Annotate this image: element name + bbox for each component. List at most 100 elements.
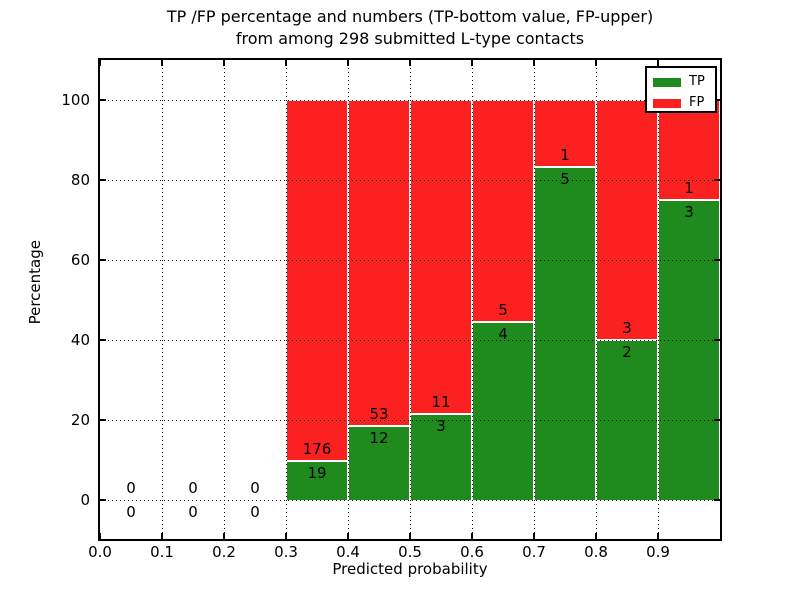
gridline-vertical — [471, 60, 473, 539]
x-tick-mark-bottom — [595, 533, 597, 539]
x-tick-mark-top — [161, 60, 163, 66]
legend-swatch-tp-icon — [653, 77, 681, 87]
tp-count-label: 19 — [307, 464, 327, 483]
bar-segment-fp — [534, 100, 596, 167]
bar-segment-fp — [286, 100, 348, 462]
gridline-vertical — [595, 60, 597, 539]
y-tick-label: 60 — [70, 251, 90, 269]
tp-count-label: 3 — [684, 203, 694, 221]
y-tick-label: 80 — [70, 171, 90, 189]
y-tick-mark-left — [100, 259, 106, 261]
fp-count-label: 1 — [560, 145, 570, 164]
bar-segment-tp — [534, 166, 596, 500]
x-tick-mark-top — [223, 60, 225, 66]
legend-label-fp: FP — [689, 95, 705, 110]
chart-title-line1: TP /FP percentage and numbers (TP-bottom… — [166, 7, 654, 26]
gridline-vertical — [347, 60, 349, 539]
gridline-vertical — [533, 60, 535, 539]
fp-count-label: 0 — [188, 479, 198, 497]
x-tick-mark-bottom — [409, 533, 411, 539]
y-tick-label: 20 — [70, 411, 90, 429]
bar-segment-tp — [410, 414, 472, 500]
bar-segment-tp — [658, 200, 720, 500]
x-axis-label: Predicted probability — [332, 560, 488, 578]
legend-label-tp: TP — [689, 74, 705, 89]
plot-area: 0 0 0 0 0 0 176 19 53 12 11 3 5 4 1 5 3 2 1 3 — [98, 58, 722, 541]
legend: TP FP — [645, 66, 717, 113]
gridline-vertical — [223, 60, 225, 539]
x-tick-mark-top — [99, 60, 101, 66]
y-tick-mark-right — [714, 259, 720, 261]
x-tick-mark-top — [471, 60, 473, 66]
fp-count-label: 11 — [431, 393, 451, 412]
bar-segment-fp — [472, 100, 534, 323]
y-tick-mark-right — [714, 179, 720, 181]
tp-count-label: 0 — [250, 503, 260, 521]
bar-segment-tp — [286, 461, 348, 500]
x-tick-label: 0.3 — [274, 543, 298, 561]
tp-count-label: 2 — [622, 343, 632, 361]
gridline-vertical — [285, 60, 287, 539]
y-tick-label: 40 — [70, 331, 90, 349]
y-tick-mark-right — [714, 419, 720, 421]
x-tick-label: 0.4 — [336, 543, 360, 561]
y-tick-mark-left — [100, 499, 106, 501]
tp-count-label: 0 — [126, 503, 136, 521]
x-tick-mark-bottom — [533, 533, 535, 539]
tp-count-label: 0 — [188, 503, 198, 521]
legend-entry-tp: TP — [653, 73, 715, 91]
y-tick-mark-left — [100, 339, 106, 341]
fp-count-label: 5 — [498, 301, 508, 320]
fp-count-label: 1 — [684, 179, 694, 197]
legend-swatch-fp-icon — [653, 98, 681, 108]
x-tick-mark-bottom — [99, 533, 101, 539]
fp-count-label: 176 — [302, 440, 332, 459]
fp-count-label: 0 — [250, 479, 260, 497]
x-tick-label: 0.0 — [88, 543, 112, 561]
bar-segment-tp — [472, 322, 534, 500]
fp-count-label: 3 — [622, 319, 632, 337]
fp-count-label: 0 — [126, 479, 136, 497]
x-tick-mark-top — [533, 60, 535, 66]
x-tick-label: 0.5 — [398, 543, 422, 561]
gridline-vertical — [161, 60, 163, 539]
y-tick-mark-left — [100, 99, 106, 101]
x-tick-mark-top — [657, 60, 659, 66]
y-tick-mark-left — [100, 419, 106, 421]
legend-entry-fp: FP — [653, 94, 715, 112]
x-tick-label: 0.6 — [460, 543, 484, 561]
x-tick-mark-top — [595, 60, 597, 66]
y-tick-mark-left — [100, 179, 106, 181]
gridline-vertical — [409, 60, 411, 539]
x-tick-mark-top — [347, 60, 349, 66]
tp-count-label: 3 — [436, 417, 446, 436]
x-tick-label: 0.1 — [150, 543, 174, 561]
x-tick-label: 0.2 — [212, 543, 236, 561]
x-tick-mark-bottom — [161, 533, 163, 539]
bar-segment-fp — [348, 100, 410, 427]
y-tick-label: 0 — [80, 491, 90, 509]
y-tick-mark-right — [714, 99, 720, 101]
bar-segment-tp — [348, 426, 410, 500]
gridline-vertical — [657, 60, 659, 539]
x-tick-label: 0.7 — [522, 543, 546, 561]
y-tick-mark-right — [714, 339, 720, 341]
bar-segment-fp — [410, 100, 472, 415]
y-tick-label: 100 — [61, 91, 90, 109]
x-tick-mark-bottom — [285, 533, 287, 539]
chart-title-line2: from among 298 submitted L-type contacts — [235, 29, 585, 48]
fp-count-label: 53 — [369, 405, 389, 424]
bar-segment-fp — [658, 100, 720, 200]
x-tick-mark-top — [409, 60, 411, 66]
bar-segment-fp — [596, 100, 658, 340]
x-tick-mark-bottom — [223, 533, 225, 539]
x-tick-mark-bottom — [657, 533, 659, 539]
x-tick-mark-bottom — [347, 533, 349, 539]
y-tick-mark-right — [714, 499, 720, 501]
x-tick-mark-top — [285, 60, 287, 66]
tp-count-label: 12 — [369, 429, 389, 448]
x-tick-label: 0.8 — [584, 543, 608, 561]
chart-title: TP /FP percentage and numbers (TP-bottom… — [110, 6, 710, 50]
tp-count-label: 5 — [560, 169, 570, 188]
